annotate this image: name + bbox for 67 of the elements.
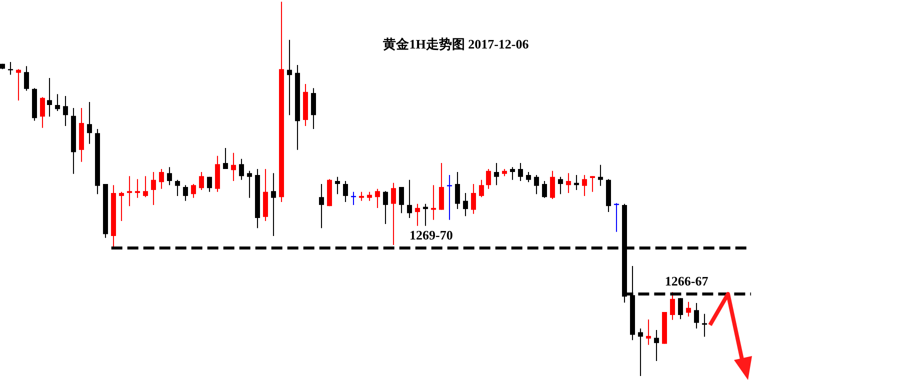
candlestick [399, 186, 404, 214]
candlestick [335, 176, 340, 195]
candlestick [582, 174, 587, 196]
candlestick [287, 39, 292, 116]
candlestick [159, 168, 164, 190]
candlestick [526, 172, 531, 183]
candlestick [486, 168, 491, 190]
annotation: 1266-67 [664, 273, 709, 288]
candlestick [151, 172, 156, 206]
candlestick [566, 172, 571, 194]
candlestick [686, 301, 691, 317]
candlestick [383, 190, 388, 225]
candlestick [40, 96, 45, 128]
candlestick [63, 96, 68, 126]
candlestick [654, 329, 659, 362]
candlestick [439, 162, 444, 210]
candlestick [247, 170, 252, 198]
candlestick [670, 292, 675, 320]
candlestick [510, 166, 515, 180]
candlestick [590, 176, 595, 192]
candlestick [447, 174, 452, 220]
candlestick [471, 183, 476, 214]
candlestick [598, 164, 603, 186]
candlestick [415, 203, 420, 226]
candlestick [207, 176, 212, 192]
candlestick [494, 162, 499, 186]
candlestick [343, 180, 348, 202]
candlestick [391, 182, 396, 246]
candlestick [167, 166, 172, 186]
candlestick [694, 302, 699, 329]
candlestick [175, 179, 180, 196]
candlestick [24, 66, 29, 92]
candlestick [518, 162, 523, 182]
candlestick [127, 176, 132, 207]
candlestick [479, 179, 484, 198]
annotation: 1269-70 [410, 227, 453, 242]
candlestick [678, 298, 683, 320]
candlestick [191, 183, 196, 198]
candlestick [638, 328, 643, 376]
candlestick [407, 179, 412, 219]
candlestick [87, 102, 92, 144]
text: 黄金1H走势图 2017-12-06 [382, 36, 530, 52]
candlestick [223, 148, 228, 170]
candlestick [455, 172, 460, 210]
candlestick [550, 170, 555, 200]
candlestick [311, 88, 316, 130]
candlestick [534, 174, 539, 195]
candlestick [271, 172, 276, 237]
candlestick [319, 183, 324, 229]
candlestick [375, 188, 380, 208]
candlestick [199, 172, 204, 190]
candlestick [463, 192, 468, 217]
candlestick [143, 176, 148, 198]
candlestick [16, 68, 21, 102]
candlestick [542, 180, 547, 198]
candlestick [183, 184, 188, 202]
candlestick [119, 191, 124, 222]
candlestick [8, 61, 13, 76]
candlestick [47, 78, 52, 118]
candlestick [702, 313, 707, 338]
candlestick [431, 184, 436, 220]
candlestick [55, 94, 60, 112]
candlestick [231, 152, 236, 182]
candlestick [239, 158, 244, 180]
candlestick [558, 176, 563, 195]
candlestick [646, 318, 651, 346]
candlestick [135, 178, 140, 198]
